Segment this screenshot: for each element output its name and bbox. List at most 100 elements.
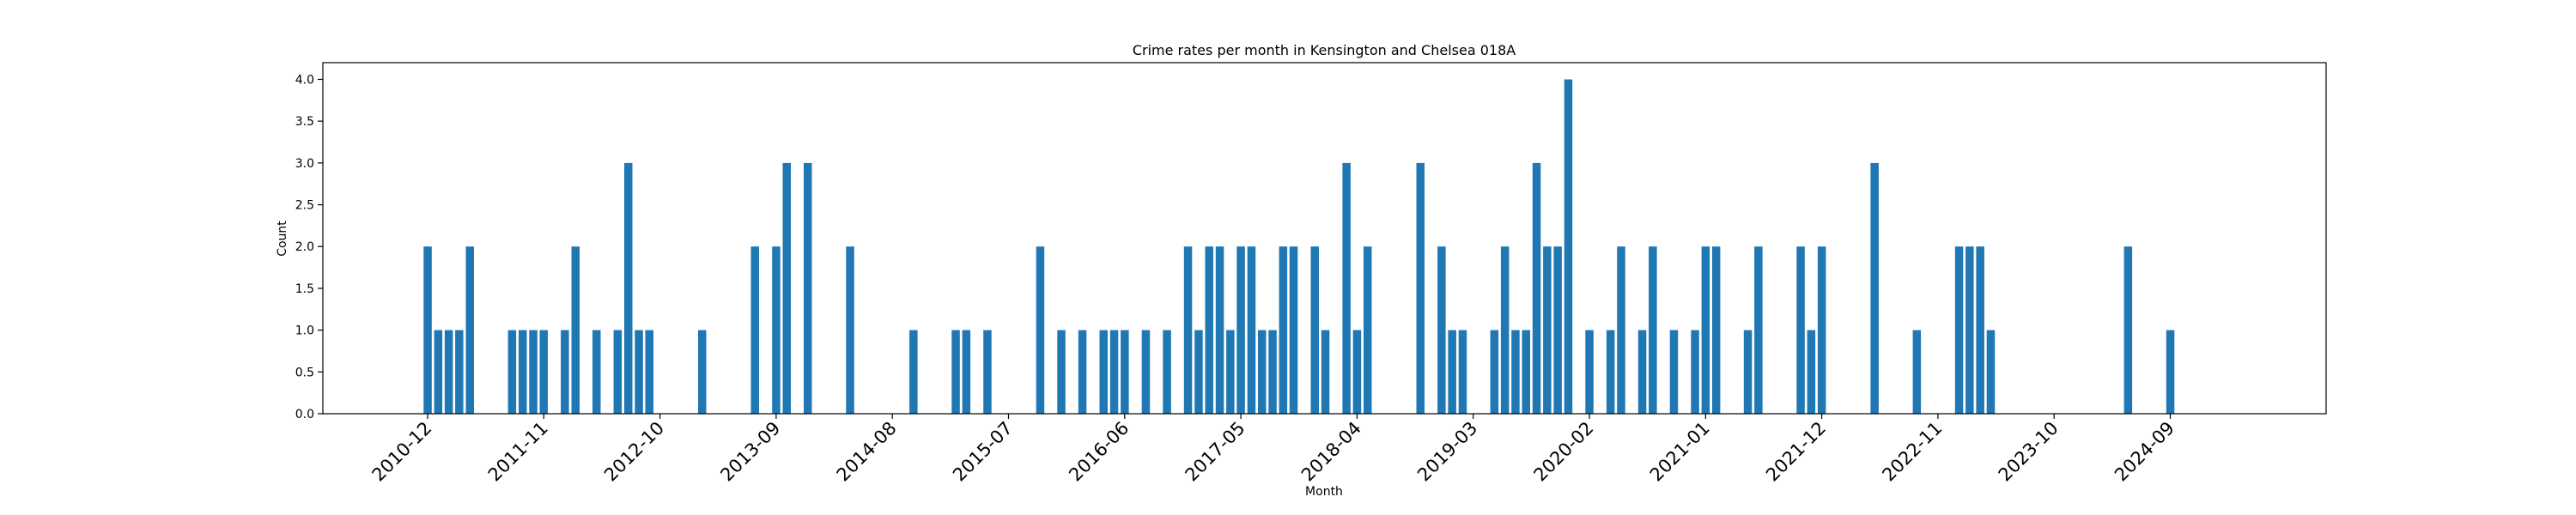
bar-2016-08: [1141, 330, 1151, 414]
x-tick-label: 2023-10: [1995, 418, 2063, 486]
bar-2019-12: [1564, 79, 1573, 414]
bar-2020-12: [1691, 330, 1699, 414]
bar-2011-10: [529, 330, 538, 414]
x-tick-label: 2015-07: [949, 418, 1017, 486]
bar-2013-07: [750, 246, 759, 414]
bar-2019-11: [1553, 246, 1562, 414]
x-tick-label: 2016-06: [1065, 418, 1133, 486]
bar-2021-12: [1817, 246, 1826, 414]
bar-2017-01: [1194, 330, 1203, 414]
bar-2020-02: [1585, 330, 1594, 414]
bar-2018-03: [1342, 162, 1351, 414]
bar-2012-06: [613, 330, 623, 414]
bar-2019-07: [1511, 330, 1520, 414]
bar-2020-08: [1649, 246, 1657, 414]
bar-2011-11: [539, 330, 548, 414]
bar-2016-04: [1099, 330, 1108, 414]
bar-2019-08: [1522, 330, 1530, 414]
bar-2023-02: [1965, 246, 1974, 414]
bar-2012-01: [561, 330, 569, 414]
bar-2020-07: [1637, 330, 1647, 414]
bar-2018-12: [1437, 246, 1446, 414]
y-tick-label: 2.5: [295, 199, 314, 213]
bar-2024-05: [2123, 246, 2133, 414]
bar-2017-09: [1279, 246, 1288, 414]
bar-2020-10: [1669, 330, 1679, 414]
x-tick-label: 2014-08: [833, 418, 901, 486]
bar-2023-03: [1976, 246, 1984, 414]
y-tick-label: 0.0: [295, 408, 314, 421]
chart-title: Crime rates per month in Kensington and …: [1133, 42, 1516, 58]
bar-2017-05: [1236, 246, 1245, 414]
bar-2011-04: [465, 246, 474, 414]
bar-2022-05: [1870, 162, 1879, 414]
bar-2014-10: [909, 330, 918, 414]
bar-2010-12: [423, 246, 432, 414]
y-tick-label: 3.0: [295, 157, 314, 171]
bar-2024-09: [2166, 330, 2175, 414]
bar-2015-12: [1057, 330, 1066, 414]
y-tick-label: 3.5: [295, 115, 314, 129]
x-tick-label: 2020-02: [1530, 418, 1598, 486]
bar-2018-10: [1416, 162, 1425, 414]
x-tick-label: 2012-10: [600, 418, 668, 486]
bar-2015-03: [962, 330, 971, 414]
bar-2018-01: [1321, 330, 1330, 414]
y-axis-label: Count: [276, 221, 289, 257]
bar-2013-12: [804, 162, 812, 414]
bar-series: [423, 79, 2175, 414]
y-tick-label: 1.5: [295, 282, 314, 296]
bar-2012-09: [645, 330, 653, 414]
y-tick-label: 1.0: [295, 324, 314, 338]
bar-2011-08: [507, 330, 517, 414]
bar-2017-08: [1268, 330, 1277, 414]
bar-2012-02: [571, 246, 580, 414]
bar-2015-05: [983, 330, 992, 414]
x-tick-label: 2024-09: [2111, 418, 2178, 486]
bar-2020-05: [1617, 246, 1625, 414]
bar-2017-07: [1258, 330, 1267, 414]
bar-2015-02: [951, 330, 960, 414]
bar-2018-05: [1364, 246, 1372, 414]
bar-2019-06: [1500, 246, 1510, 414]
bar-2016-10: [1163, 330, 1171, 414]
x-axis: 2010-12 2011-11 2012-10 2013-09 2014-08 2015-…: [368, 414, 2178, 486]
bar-2019-10: [1543, 246, 1552, 414]
bar-2022-09: [1912, 330, 1922, 414]
bar-2023-04: [1986, 330, 1996, 414]
bar-2017-02: [1205, 246, 1213, 414]
bar-2012-07: [624, 162, 633, 414]
plot-frame: [322, 62, 2327, 415]
bar-2019-05: [1490, 330, 1499, 414]
bar-2021-02: [1711, 246, 1721, 414]
bar-2020-04: [1606, 330, 1615, 414]
bar-2021-01: [1701, 246, 1710, 414]
bar-2019-01: [1448, 330, 1456, 414]
x-tick-label: 2017-05: [1182, 418, 1249, 486]
bar-2012-08: [635, 330, 643, 414]
bar-2011-02: [444, 330, 453, 414]
bar-2011-01: [434, 330, 443, 414]
x-tick-label: 2021-12: [1762, 418, 1830, 486]
bar-2011-03: [455, 330, 464, 414]
bar-2018-04: [1352, 330, 1362, 414]
bar-2019-09: [1532, 162, 1541, 414]
x-tick-label: 2011-11: [484, 418, 552, 486]
bar-2017-10: [1289, 246, 1298, 414]
bar-2016-05: [1109, 330, 1119, 414]
y-tick-label: 4.0: [295, 73, 314, 87]
bar-2017-06: [1247, 246, 1256, 414]
x-tick-label: 2021-01: [1646, 418, 1714, 486]
bar-2012-04: [592, 330, 601, 414]
x-tick-label: 2022-11: [1878, 418, 1946, 486]
bar-2021-06: [1754, 246, 1763, 414]
x-tick-label: 2013-09: [716, 418, 784, 486]
bar-2017-12: [1310, 246, 1319, 414]
bar-2016-02: [1078, 330, 1087, 414]
bar-2013-02: [698, 330, 707, 414]
x-tick-label: 2010-12: [368, 418, 436, 486]
bar-2017-04: [1226, 330, 1235, 414]
y-axis: 0.0 0.5 1.0 1.5 2.0 2.5 3.0 3.5 4.0: [295, 73, 323, 421]
bar-2015-10: [1036, 246, 1045, 414]
